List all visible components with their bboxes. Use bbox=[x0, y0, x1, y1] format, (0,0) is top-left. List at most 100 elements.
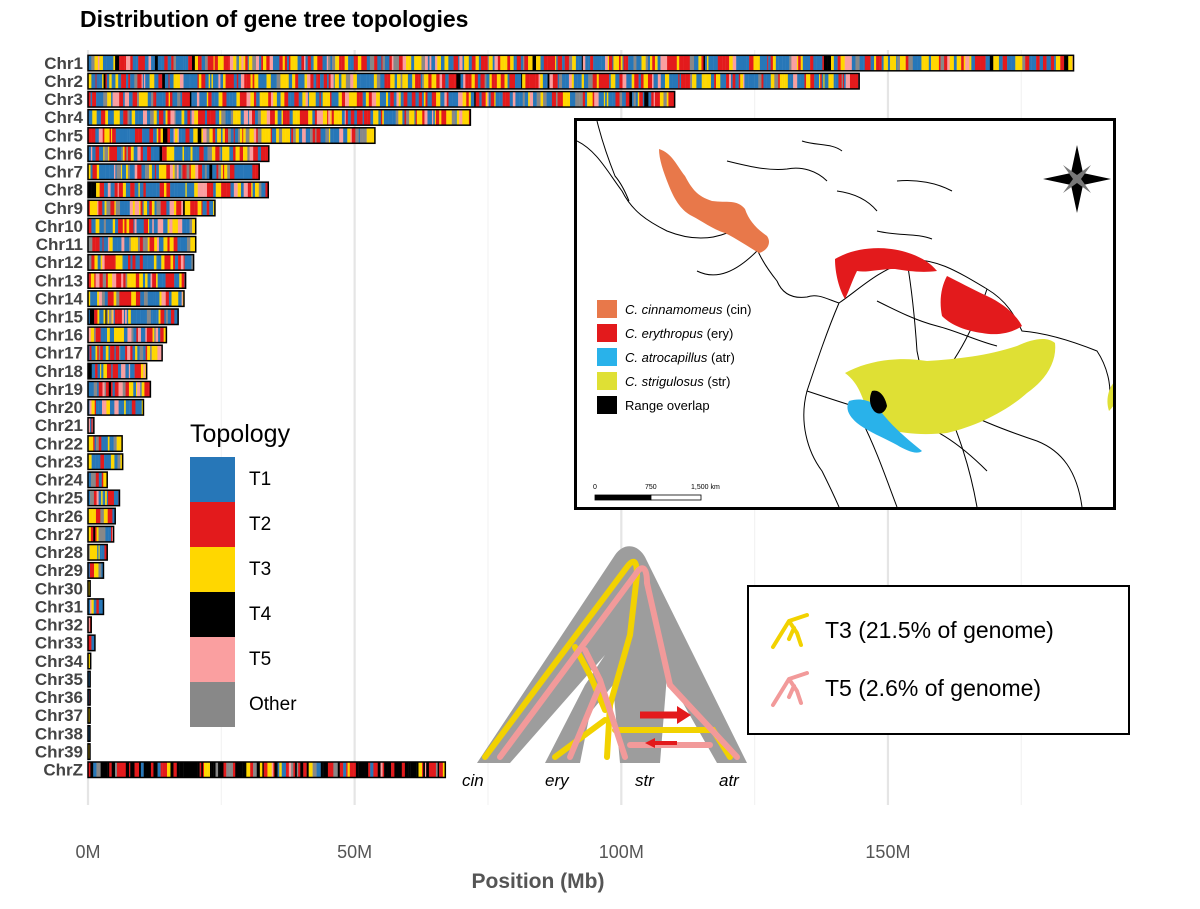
topology-segment bbox=[199, 91, 204, 108]
chromosome-outline bbox=[87, 634, 96, 652]
range-strigulosus-coast bbox=[1107, 383, 1113, 411]
topology-segment bbox=[360, 73, 364, 89]
topology-segment bbox=[110, 345, 115, 361]
range-cinnamomeus bbox=[659, 149, 770, 253]
topology-segment bbox=[131, 109, 136, 126]
topology-segment bbox=[129, 761, 131, 778]
topology-segment bbox=[218, 91, 223, 108]
topology-segment bbox=[233, 73, 237, 89]
topology-segment bbox=[99, 308, 104, 325]
topology-segment bbox=[266, 73, 271, 89]
topology-segment bbox=[940, 55, 945, 71]
topology-segment bbox=[401, 761, 406, 778]
topology-segment bbox=[243, 164, 247, 180]
topology-segment bbox=[844, 55, 847, 71]
topology-segment bbox=[313, 73, 315, 89]
topology-segment bbox=[151, 55, 156, 71]
topology-segment bbox=[685, 73, 690, 89]
topology-segment bbox=[629, 91, 633, 108]
topology-segment bbox=[156, 200, 161, 216]
chromosome-bar bbox=[87, 453, 124, 471]
topology-segment bbox=[226, 182, 231, 198]
topology-segment bbox=[160, 327, 164, 343]
topology-segment bbox=[133, 145, 138, 162]
topology-segment bbox=[128, 363, 131, 379]
topology-segment bbox=[175, 127, 178, 144]
topology-segment bbox=[384, 73, 388, 89]
topology-segment bbox=[246, 91, 251, 108]
topology-segment bbox=[116, 761, 122, 778]
topology-segment bbox=[236, 109, 241, 126]
topology-segment bbox=[638, 73, 642, 89]
topology-segment bbox=[318, 91, 320, 108]
topology-segment bbox=[335, 91, 339, 108]
topology-segment bbox=[406, 73, 409, 89]
topology-segment bbox=[353, 55, 356, 71]
topology-segment bbox=[265, 182, 268, 198]
topology-segment bbox=[95, 363, 98, 379]
topology-segment bbox=[233, 109, 237, 126]
topology-segment bbox=[262, 73, 265, 89]
topology-segment bbox=[363, 73, 367, 89]
chromosome-bar bbox=[87, 507, 116, 525]
topology-segment bbox=[471, 55, 476, 71]
topology-segment bbox=[154, 327, 156, 343]
topology-segment bbox=[252, 109, 256, 126]
topology-segment bbox=[740, 73, 744, 89]
topology-segment bbox=[239, 127, 243, 144]
topology-segment bbox=[114, 363, 119, 379]
topology-segment bbox=[550, 55, 556, 71]
topology-segment bbox=[128, 254, 131, 271]
topology-segment bbox=[109, 254, 113, 271]
topology-segment bbox=[88, 435, 91, 452]
topology-segment bbox=[683, 55, 687, 71]
topology-segment bbox=[1022, 55, 1026, 71]
topology-segment bbox=[88, 399, 90, 416]
topology-segment bbox=[261, 127, 266, 144]
topology-segment bbox=[395, 109, 399, 126]
topology-segment bbox=[308, 109, 313, 126]
topology-segment bbox=[855, 73, 859, 89]
topology-segment bbox=[147, 200, 150, 216]
topology-segment bbox=[117, 345, 120, 361]
topology-segment bbox=[758, 73, 762, 89]
topology-segment bbox=[400, 91, 404, 108]
topology-segment bbox=[202, 164, 206, 180]
topology-segment bbox=[261, 91, 266, 108]
topology-segment bbox=[152, 327, 155, 343]
topology-segment bbox=[782, 73, 785, 89]
topology-segment bbox=[969, 55, 972, 71]
topology-segment bbox=[1055, 55, 1061, 71]
topology-segment bbox=[441, 761, 444, 778]
topology-segment bbox=[156, 290, 160, 307]
topology-segment bbox=[133, 290, 137, 307]
topology-segment bbox=[175, 290, 179, 307]
topology-segment bbox=[304, 73, 306, 89]
topology-segment bbox=[265, 127, 269, 144]
topology-segment bbox=[371, 127, 374, 144]
topology-segment bbox=[333, 127, 336, 144]
topology-segment bbox=[186, 218, 190, 234]
topology-segment bbox=[142, 254, 148, 271]
topology-segment bbox=[141, 308, 146, 325]
topology-segment bbox=[103, 308, 106, 325]
topology-segment bbox=[500, 73, 505, 89]
topology-segment bbox=[114, 399, 119, 416]
topology-segment bbox=[285, 761, 290, 778]
topology-segment bbox=[533, 91, 537, 108]
topology-segment bbox=[157, 272, 161, 289]
topology-segment bbox=[145, 127, 150, 144]
topology-segment bbox=[127, 272, 131, 289]
topology-segment bbox=[130, 761, 135, 778]
topology-segment bbox=[344, 55, 349, 71]
topology-segment bbox=[88, 617, 91, 633]
topology-segment bbox=[277, 761, 280, 778]
topology-segment bbox=[789, 55, 792, 71]
topology-segment bbox=[579, 91, 583, 108]
topology-segment bbox=[610, 73, 614, 89]
topology-segment bbox=[653, 73, 659, 89]
topology-segment bbox=[1004, 55, 1008, 71]
chromosome-outline bbox=[87, 580, 91, 598]
topology-segment bbox=[104, 399, 107, 416]
topology-segment bbox=[787, 73, 791, 89]
